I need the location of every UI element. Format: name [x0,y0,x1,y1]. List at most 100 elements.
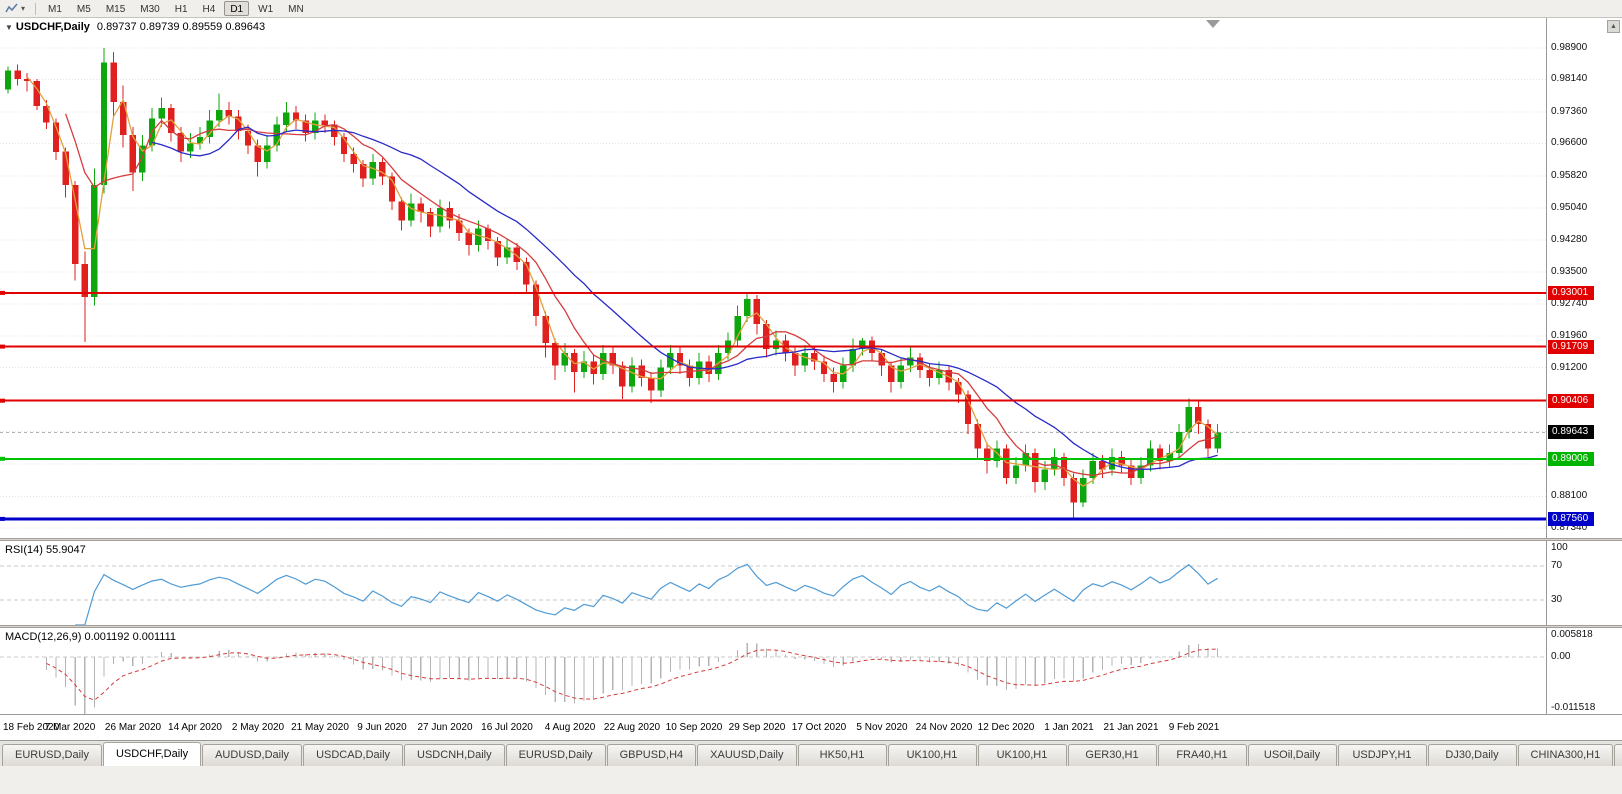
grid-lines [0,47,1546,529]
time-axis[interactable]: 18 Feb 2020 7 Mar 2020 26 Mar 2020 14 Apr 2… [0,714,1622,740]
timeframe-button-m1[interactable]: M1 [48,4,62,15]
rsi-axis-tick: 30 [1551,594,1563,605]
chart-shift-marker[interactable] [1206,20,1220,28]
chart-tab-usdchf-daily[interactable]: USDCHF,Daily [102,742,202,766]
macd-canvas[interactable] [0,628,1546,714]
panel-splitter[interactable] [0,538,1622,541]
date-label: 18 Feb 2020 [3,722,60,733]
macd-axis-tick: -0.011518 [1551,702,1596,713]
timeframe-button-m30[interactable]: M30 [140,4,160,15]
date-label: 29 Sep 2020 [728,722,786,733]
scroll-up-button[interactable]: ▲ [1607,20,1620,33]
bottom-strip [0,766,1622,794]
rsi-panel[interactable]: RSI(14) 55.9047 [0,541,1546,625]
price-badge: 0.90406 [1548,394,1594,408]
date-label: 26 Mar 2020 [104,722,162,733]
date-label: 4 Aug 2020 [544,722,596,733]
macd-histogram [45,643,1219,714]
ma-mid-line [64,113,1218,477]
horizontal-level-lines[interactable] [0,290,1546,521]
macd-axis-tick: 0.005818 [1551,629,1593,640]
chart-tab-xauusd-daily[interactable]: XAUUSD,Daily [697,744,797,766]
moving-average-lines [26,76,1219,487]
macd-axis-tick: 0.00 [1551,651,1571,662]
date-label: 1 Jan 2021 [1044,722,1094,733]
date-label: 16 Jul 2020 [481,722,533,733]
top-toolbar: ▾ M1 M5 M15 M30 H1 H4 D1 W1 MN [0,0,1622,18]
chart-tab-fra40-h1[interactable]: FRA40,H1 [1157,744,1247,766]
timeframe-button-h4[interactable]: H4 [202,4,216,15]
main-chart-canvas[interactable] [0,18,1546,538]
chart-tab-hk50-h1[interactable]: HK50,H1 [797,744,887,766]
rsi-axis-tick: 100 [1551,542,1568,553]
chart-title-marker-icon[interactable]: ▼ [5,23,13,32]
price-axis-tick: 0.87340 [1551,522,1588,533]
panel-splitter[interactable] [0,625,1622,628]
date-label: 17 Oct 2020 [791,722,847,733]
date-label: 27 Jun 2020 [417,722,473,733]
date-label: 9 Jun 2020 [357,722,407,733]
toolbar-divider [35,2,37,15]
chart-tab-usdcnh-daily[interactable]: USDCNH,Daily [404,744,505,766]
date-label: 21 May 2020 [291,722,349,733]
price-axis-tick: 0.95040 [1551,202,1588,213]
chart-tab-ger30-h1[interactable]: GER30,H1 [1067,744,1157,766]
price-axis[interactable]: ▲ 0.98900 0.98140 0.97360 0.96600 0.95820 0.9… [1546,18,1622,538]
chart-tab-eurusd-daily[interactable]: EURUSD,Daily [505,744,606,766]
chart-tab-uk100-h1[interactable]: UK100,H1 [887,744,977,766]
chart-tab-bar: EURUSD,Daily USDCHF,Daily AUDUSD,Daily USDC… [0,740,1622,766]
price-axis-tick: 0.96600 [1551,137,1588,148]
date-label: 14 Apr 2020 [168,722,222,733]
macd-panel[interactable]: MACD(12,26,9) 0.001192 0.001111 [0,628,1546,714]
price-badge: 0.91709 [1548,340,1594,354]
date-label: 2 May 2020 [231,722,285,733]
rsi-canvas[interactable] [0,541,1546,625]
timeframe-button-w1[interactable]: W1 [258,4,274,15]
price-axis-tick: 0.95820 [1551,170,1588,181]
chart-tab-gbpusd-h4[interactable]: GBPUSD,H4 [606,744,697,766]
chart-tab-dj30-daily[interactable]: DJ30,Daily [1427,744,1517,766]
price-badge: 0.89006 [1548,452,1594,466]
date-label: 5 Nov 2020 [856,722,908,733]
timeframe-button-m5[interactable]: M5 [76,4,91,15]
chart-title-symbol: USDCHF,Daily [15,21,90,33]
timeframe-button-m15[interactable]: M15 [105,4,126,15]
timeframe-buttons: M1 M5 M15 M30 H1 H4 D1 W1 MN [42,1,310,16]
date-label: 24 Nov 2020 [915,722,973,733]
chart-tab-china300-h1[interactable]: CHINA300,H1 [1517,744,1614,766]
price-axis-tick: 0.97360 [1551,106,1588,117]
timeframe-button-mn[interactable]: MN [288,4,304,15]
price-axis-tick: 0.98140 [1551,73,1588,84]
price-axis-tick: 0.88100 [1551,490,1588,501]
rsi-axis[interactable]: 100 70 30 [1546,541,1622,625]
rsi-axis-tick: 70 [1551,560,1563,571]
ma-slow-line [151,126,1218,470]
chart-tab-eurusd-daily[interactable]: EURUSD,Daily [2,744,102,766]
candles [4,47,1221,519]
timeframe-button-d1[interactable]: D1 [224,1,250,16]
date-label: 9 Feb 2021 [1168,722,1220,733]
date-label: 7 Mar 2020 [44,722,96,733]
rsi-title: RSI(14) 55.9047 [5,544,86,556]
main-chart-panel[interactable]: ▼ USDCHF,Daily 0.89737 0.89739 0.89559 0.8… [0,18,1546,538]
chart-title: ▼ USDCHF,Daily 0.89737 0.89739 0.89559 0.8… [5,21,265,33]
price-axis-tick: 0.91200 [1551,362,1588,373]
price-badge: 0.93001 [1548,286,1594,300]
chart-type-icon[interactable] [5,3,19,15]
macd-axis[interactable]: 0.005818 0.00 -0.011518 [1546,628,1622,714]
chart-tab-audusd-daily[interactable]: AUDUSD,Daily [202,744,303,766]
chart-tab-usc[interactable]: USC [1614,744,1622,766]
chart-tab-uk100-h1[interactable]: UK100,H1 [977,744,1067,766]
chart-tab-usoil-daily[interactable]: USOil,Daily [1247,744,1337,766]
price-badge: 0.89643 [1548,425,1594,439]
price-axis-tick: 0.93500 [1551,266,1588,277]
date-label: 22 Aug 2020 [603,722,661,733]
dropdown-caret-icon[interactable]: ▾ [21,4,26,13]
chart-tab-usdjpy-h1[interactable]: USDJPY,H1 [1337,744,1427,766]
chart-tab-usdcad-daily[interactable]: USDCAD,Daily [303,744,404,766]
price-axis-tick: 0.98900 [1551,42,1588,53]
price-axis-tick: 0.91960 [1551,330,1588,341]
price-axis-tick: 0.92740 [1551,298,1588,309]
timeframe-button-h1[interactable]: H1 [174,4,188,15]
price-axis-tick: 0.94280 [1551,234,1588,245]
